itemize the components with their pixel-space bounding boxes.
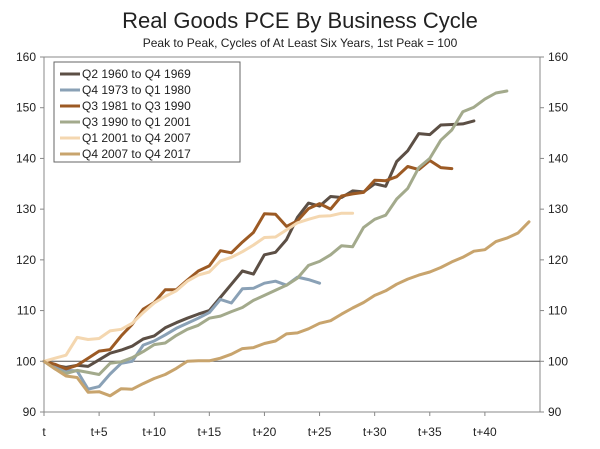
series-line-2 [42,275,322,391]
y-tick-label-right: 90 [548,405,562,419]
series-line-3 [42,159,454,371]
y-tick-label-right: 120 [548,253,568,267]
legend-label: Q4 2007 to Q4 2017 [82,147,191,161]
x-tick-label: t+40 [473,425,497,439]
chart-subtitle: Peak to Peak, Cycles of At Least Six Yea… [143,36,458,50]
legend-label: Q3 1981 to Q3 1990 [82,99,191,113]
x-tick-label: t+35 [418,425,442,439]
series-line-5 [42,211,355,363]
y-tick-label-left: 140 [16,151,36,165]
legend-box [53,61,241,163]
y-tick-label-right: 150 [548,101,568,115]
x-tick-label: t+5 [91,425,108,439]
series-layer [42,89,531,398]
y-tick-label-right: 100 [548,354,568,368]
legend-label: Q4 1973 to Q1 1980 [82,83,191,97]
x-tick-label: t [42,425,46,439]
y-tick-label-left: 110 [17,304,36,318]
series-line-4 [42,89,509,376]
y-tick-label-left: 160 [16,50,36,64]
plot-area [43,56,541,413]
x-tick-label: t+10 [142,425,166,439]
y-tick-label-left: 120 [16,253,36,267]
chart-title: Real Goods PCE By Business Cycle [122,8,478,33]
y-tick-label-left: 100 [16,354,36,368]
x-tick-label: t+20 [253,425,277,439]
y-tick-label-left: 130 [16,202,36,216]
y-tick-label-right: 160 [548,50,568,64]
legend-label: Q1 2001 to Q4 2007 [82,131,191,145]
series-line-6 [42,220,531,398]
y-tick-label-right: 110 [548,304,567,318]
legend: Q2 1960 to Q4 1969 Q4 1973 to Q1 1980 Q3 1… [53,61,241,163]
y-tick-label-left: 90 [23,405,37,419]
legend-label: Q3 1990 to Q1 2001 [82,115,191,129]
series-line-1 [42,119,476,369]
x-tick-label: t+25 [308,425,332,439]
y-tick-label-right: 130 [548,202,568,216]
legend-label: Q2 1960 to Q4 1969 [82,67,191,81]
y-tick-label-right: 140 [548,151,568,165]
y-tick-label-left: 150 [16,101,36,115]
x-tick-label: t+15 [197,425,221,439]
x-tick-label: t+30 [363,425,387,439]
axis-layer: 90 90 100 100 110 110 120 120 130 130 140 140 150 150… [16,50,568,439]
